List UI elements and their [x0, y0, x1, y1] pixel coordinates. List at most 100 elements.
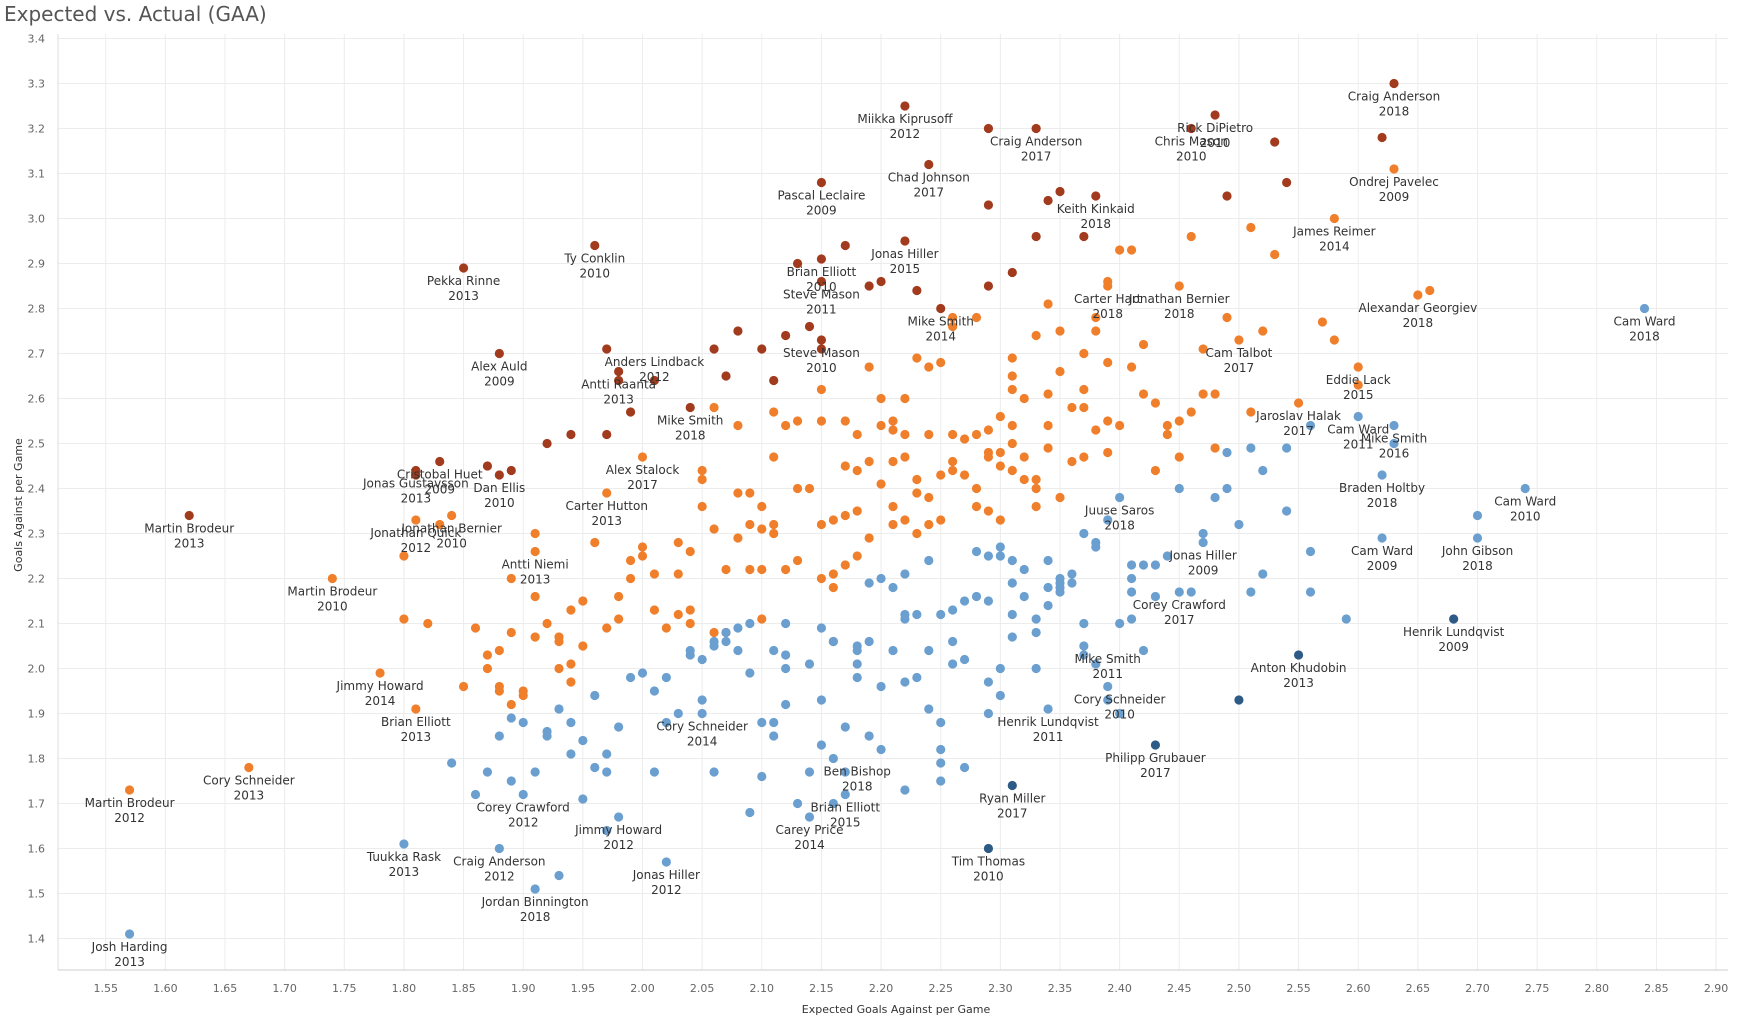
data-point-light-blue[interactable] [924, 704, 934, 714]
data-point-orange[interactable] [530, 632, 540, 642]
data-point-dark-red[interactable] [864, 281, 874, 291]
data-point-light-blue[interactable] [1043, 555, 1053, 566]
data-point-orange[interactable] [757, 564, 767, 575]
data-point-light-blue[interactable] [1377, 533, 1387, 543]
data-point-orange[interactable] [936, 470, 946, 480]
data-point-orange[interactable] [876, 393, 886, 404]
data-point-light-blue[interactable] [1115, 492, 1125, 503]
data-point-orange[interactable] [828, 569, 838, 579]
data-point-orange[interactable] [566, 677, 576, 687]
data-point-light-blue[interactable] [781, 618, 791, 629]
data-point-orange[interactable] [900, 452, 910, 462]
data-point-light-blue[interactable] [1019, 564, 1029, 575]
data-point-orange[interactable] [1103, 447, 1113, 458]
data-point-orange[interactable] [399, 614, 409, 624]
data-point-light-blue[interactable] [948, 636, 958, 647]
data-point-orange[interactable] [733, 488, 743, 498]
data-point-light-blue[interactable] [1353, 411, 1363, 422]
data-point-orange[interactable] [1126, 362, 1137, 372]
data-point-light-blue[interactable] [1043, 600, 1053, 611]
data-point-light-blue[interactable] [1258, 569, 1268, 579]
data-point-orange[interactable] [411, 704, 421, 714]
data-point-dark-red[interactable] [685, 402, 695, 413]
data-point-light-blue[interactable] [399, 839, 409, 849]
data-point-light-blue[interactable] [852, 672, 862, 683]
data-point-light-blue[interactable] [1091, 659, 1101, 669]
data-point-dark-blue[interactable] [1293, 650, 1304, 660]
data-point-orange[interactable] [840, 560, 850, 570]
data-point-light-blue[interactable] [1282, 506, 1292, 516]
data-point-orange[interactable] [435, 519, 445, 530]
data-point-light-blue[interactable] [1138, 645, 1149, 656]
data-point-orange[interactable] [733, 533, 743, 543]
data-point-light-blue[interactable] [1162, 551, 1172, 561]
data-point-orange[interactable] [566, 605, 576, 615]
data-point-light-blue[interactable] [936, 776, 946, 786]
data-point-orange[interactable] [852, 506, 862, 516]
data-point-orange[interactable] [948, 312, 958, 323]
data-point-light-blue[interactable] [995, 690, 1005, 701]
data-point-light-blue[interactable] [1389, 420, 1399, 431]
data-point-orange[interactable] [1007, 371, 1017, 381]
data-point-orange[interactable] [1353, 362, 1363, 372]
data-point-light-blue[interactable] [864, 578, 874, 588]
data-point-orange[interactable] [470, 623, 481, 633]
data-point-orange[interactable] [1138, 389, 1149, 399]
data-point-orange[interactable] [1174, 416, 1184, 426]
data-point-light-blue[interactable] [709, 767, 719, 777]
data-point-orange[interactable] [959, 434, 970, 444]
data-point-light-blue[interactable] [959, 596, 970, 606]
data-point-light-blue[interactable] [661, 857, 671, 867]
data-point-orange[interactable] [1150, 398, 1161, 408]
data-point-orange[interactable] [912, 528, 922, 539]
data-point-orange[interactable] [1258, 326, 1268, 336]
data-point-light-blue[interactable] [1103, 515, 1113, 525]
data-point-orange[interactable] [506, 627, 516, 638]
data-point-orange[interactable] [685, 605, 695, 615]
data-point-light-blue[interactable] [1007, 632, 1017, 642]
data-point-light-blue[interactable] [1126, 560, 1137, 570]
data-point-orange[interactable] [840, 416, 850, 426]
data-point-orange[interactable] [1043, 420, 1053, 431]
data-point-dark-red[interactable] [494, 470, 504, 480]
data-point-light-blue[interactable] [1031, 614, 1041, 624]
data-point-orange[interactable] [709, 524, 719, 534]
data-point-orange[interactable] [745, 519, 755, 530]
data-point-orange[interactable] [1329, 213, 1339, 224]
data-point-dark-red[interactable] [184, 510, 194, 521]
data-point-light-blue[interactable] [614, 812, 624, 822]
data-point-orange[interactable] [971, 501, 982, 512]
data-point-orange[interactable] [816, 384, 827, 395]
data-point-dark-red[interactable] [781, 330, 791, 341]
data-point-orange[interactable] [912, 488, 922, 498]
data-point-orange[interactable] [1115, 420, 1125, 431]
data-point-light-blue[interactable] [661, 717, 671, 728]
data-point-light-blue[interactable] [983, 551, 994, 561]
data-point-orange[interactable] [423, 618, 433, 629]
data-point-light-blue[interactable] [1007, 609, 1017, 620]
data-point-orange[interactable] [852, 551, 862, 561]
data-point-light-blue[interactable] [1246, 443, 1256, 453]
data-point-orange[interactable] [1138, 339, 1149, 350]
data-point-orange[interactable] [1079, 348, 1089, 359]
data-point-light-blue[interactable] [602, 749, 612, 759]
data-point-orange[interactable] [1425, 285, 1435, 296]
data-point-orange[interactable] [781, 564, 791, 575]
data-point-orange[interactable] [1043, 299, 1053, 309]
data-point-light-blue[interactable] [769, 645, 779, 656]
data-point-light-blue[interactable] [745, 668, 755, 678]
data-point-orange[interactable] [1413, 290, 1423, 300]
data-point-light-blue[interactable] [530, 767, 540, 777]
data-point-orange[interactable] [1270, 249, 1280, 260]
data-point-dark-red[interactable] [769, 375, 779, 386]
data-point-light-blue[interactable] [936, 744, 946, 755]
data-point-dark-red[interactable] [590, 240, 600, 251]
data-point-light-blue[interactable] [983, 677, 994, 687]
data-point-orange[interactable] [1246, 407, 1256, 417]
data-point-dark-red[interactable] [936, 303, 946, 314]
data-point-light-blue[interactable] [900, 785, 910, 795]
data-point-dark-red[interactable] [792, 258, 803, 269]
data-point-orange[interactable] [1055, 366, 1065, 377]
data-point-dark-red[interactable] [804, 321, 815, 332]
data-point-orange[interactable] [1007, 384, 1017, 395]
